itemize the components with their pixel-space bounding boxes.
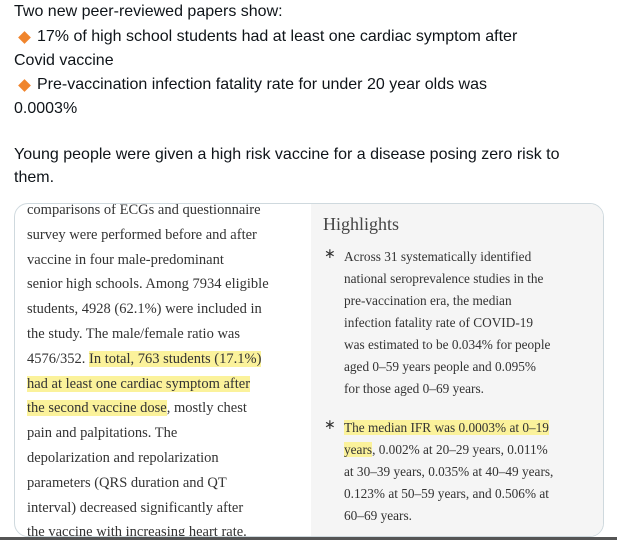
text: parameters (QRS duration and QT xyxy=(27,474,227,491)
text: national seroprevalence studies in the xyxy=(344,271,544,286)
text-line: Across 31 systematically identified xyxy=(344,247,531,267)
text: at 30–39 years, 0.035% at 40–49 years, xyxy=(344,464,554,479)
highlighted-text: In total, 763 students (17.1%) xyxy=(89,350,262,367)
text: students, 4928 (62.1%) were included in xyxy=(27,301,262,318)
highlighted-text: The median IFR was 0.0003% at 0–19 xyxy=(344,420,549,435)
text-line: had at least one cardiac symptom after xyxy=(27,373,251,395)
highlights-title: Highlights xyxy=(323,214,400,234)
text-line: pain and palpitations. The xyxy=(27,422,177,444)
text-line: 60–69 years. xyxy=(344,506,412,526)
text: , mostly chest xyxy=(166,400,247,417)
bullet-icon xyxy=(18,31,31,44)
text: 4576/352. xyxy=(27,350,90,367)
text: comparisons of ECGs and questionnaire xyxy=(27,203,261,218)
tweet-line: 0.0003% xyxy=(14,100,78,117)
text-line: depolarization and repolarization xyxy=(27,447,219,469)
highlighted-text: the second vaccine dose xyxy=(27,400,167,417)
text: interval) decreased significantly after xyxy=(27,499,244,516)
text-line: national seroprevalence studies in the xyxy=(344,269,543,289)
text-line: the second vaccine dose, mostly chest xyxy=(27,397,247,419)
text: senior high schools. Among 7934 eligible xyxy=(27,276,269,293)
text: , 0.002% at 20–29 years, 0.011% xyxy=(372,442,548,457)
tweet-line: Young people were given a high risk vacc… xyxy=(14,146,560,163)
text-line: 0.123% at 50–59 years, and 0.506% at xyxy=(344,484,549,504)
highlighted-text: years xyxy=(344,442,373,457)
text-line: years, 0.002% at 20–29 years, 0.011% xyxy=(344,440,548,460)
text-line: interval) decreased significantly after xyxy=(27,497,243,519)
text: Across 31 systematically identified xyxy=(344,249,532,264)
text-line: senior high schools. Among 7934 eligible xyxy=(27,273,269,295)
tweet-line: them. xyxy=(14,169,55,186)
text-line: parameters (QRS duration and QT xyxy=(27,472,227,494)
text-line: was estimated to be 0.034% for people xyxy=(344,335,550,355)
text: was estimated to be 0.034% for people xyxy=(344,337,551,352)
tweet-line: Pre-vaccination infection fatality rate … xyxy=(37,76,488,93)
text-line: the vaccine with increasing heart rate. xyxy=(27,521,247,537)
text-line: survey were performed before and after xyxy=(27,224,257,246)
bullet-asterisk: ∗ xyxy=(324,247,336,262)
text: pain and palpitations. The xyxy=(27,425,178,442)
text: pre-vaccination era, the median xyxy=(344,293,512,308)
text: vaccine in four male-predominant xyxy=(27,251,224,268)
bottom-bar xyxy=(0,537,617,540)
text: depolarization and repolarization xyxy=(27,450,219,466)
highlighted-text: had at least one cardiac symptom after xyxy=(27,375,251,392)
text: survey were performed before and after xyxy=(27,226,257,243)
text: 0.123% at 50–59 years, and 0.506% at xyxy=(344,486,549,501)
text-line: the study. The male/female ratio was xyxy=(27,323,240,345)
embedded-image: comparisons of ECGs and questionnaire sur… xyxy=(14,203,604,537)
tweet-line: Two new peer-reviewed papers show: xyxy=(14,3,283,20)
text: 60–69 years. xyxy=(344,508,412,523)
text: infection fatality rate of COVID-19 xyxy=(344,315,534,330)
text: for those aged 0–69 years. xyxy=(344,381,484,396)
text-line: at 30–39 years, 0.035% at 40–49 years, xyxy=(344,462,553,482)
right-excerpt: Highlights ∗ Across 31 systematically iden… xyxy=(311,204,603,536)
text-line: infection fatality rate of COVID-19 xyxy=(344,313,533,333)
text-line: students, 4928 (62.1%) were included in xyxy=(27,298,262,320)
text: the vaccine with increasing heart rate. xyxy=(27,524,247,537)
tweet-line: 17% of high school students had at least… xyxy=(37,28,518,45)
text-line: comparisons of ECGs and questionnaire xyxy=(27,203,261,221)
text-line: pre-vaccination era, the median xyxy=(344,291,512,311)
bullet-icon xyxy=(18,79,31,92)
text-line: vaccine in four male-predominant xyxy=(27,249,224,271)
text-line: for those aged 0–69 years. xyxy=(344,379,484,399)
bullet-asterisk: ∗ xyxy=(324,418,336,433)
tweet-line: Covid vaccine xyxy=(14,52,114,69)
text-line: The median IFR was 0.0003% at 0–19 xyxy=(344,418,549,438)
text: the study. The male/female ratio was xyxy=(27,326,240,342)
text-line: aged 0–59 years people and 0.095% xyxy=(344,357,536,377)
text: aged 0–59 years people and 0.095% xyxy=(344,359,537,374)
text-line: 4576/352. In total, 763 students (17.1%) xyxy=(27,348,262,370)
